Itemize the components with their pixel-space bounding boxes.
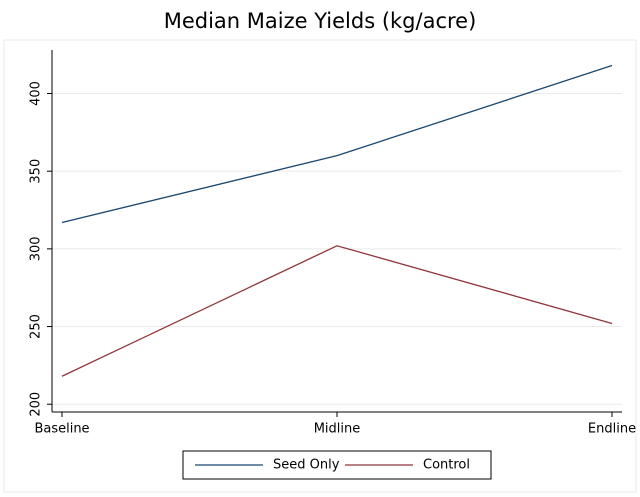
y-tick-label: 350 [29, 159, 44, 184]
y-tick-label: 250 [29, 314, 44, 339]
x-tick-label: Endline [588, 422, 636, 437]
y-tick-label: 300 [29, 236, 44, 261]
x-tick-label: Midline [314, 422, 361, 437]
legend-label: Control [423, 458, 470, 473]
x-tick-label: Baseline [34, 422, 89, 437]
legend-label: Seed Only [273, 458, 340, 473]
graph-region [3, 39, 637, 493]
y-tick-label: 200 [29, 392, 44, 417]
y-tick-label: 400 [29, 81, 44, 106]
chart-title: Median Maize Yields (kg/acre) [164, 9, 477, 33]
series-line [61, 245, 613, 377]
series-line [61, 64, 613, 224]
